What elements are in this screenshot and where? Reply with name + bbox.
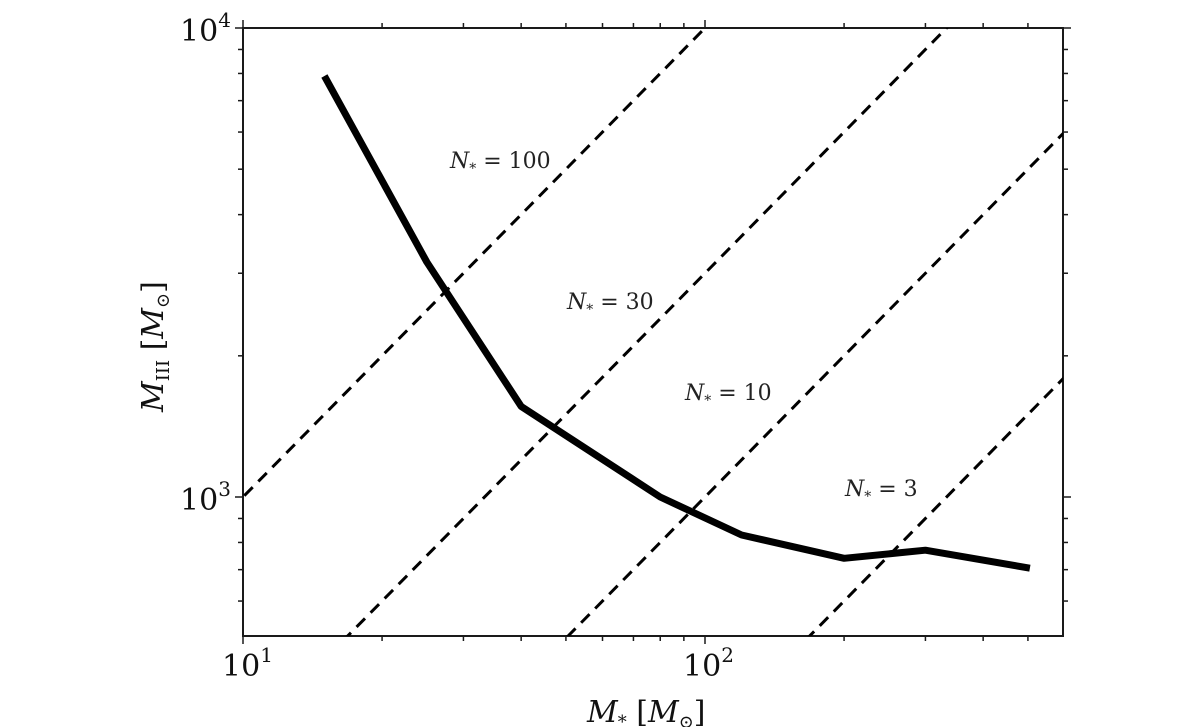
x-tick-label-10: 101 bbox=[222, 643, 273, 684]
annotation-n3: N* = 3 bbox=[844, 477, 918, 505]
x-axis-ticks bbox=[242, 20, 1029, 644]
dashed-line-n3 bbox=[807, 376, 1063, 636]
x-axis-label: M* [M⊙] bbox=[586, 695, 706, 727]
x-tick-label-100: 102 bbox=[683, 643, 734, 684]
annotation-n100: N* = 100 bbox=[449, 149, 551, 177]
dashed-line-n100 bbox=[243, 28, 708, 500]
plot-area bbox=[242, 27, 1064, 637]
y-axis-ticks bbox=[235, 27, 1071, 602]
y-tick-label-10000: 104 bbox=[180, 8, 231, 49]
y-axis-label: MIII [M⊙] bbox=[136, 281, 174, 413]
y-tick-label-1000: 103 bbox=[180, 477, 231, 518]
annotation-n30: N* = 30 bbox=[566, 290, 654, 318]
plot-frame bbox=[242, 27, 1064, 637]
y-tick-labels: 103 104 bbox=[180, 8, 231, 518]
dashed-line-n10 bbox=[565, 131, 1063, 636]
reference-lines bbox=[243, 28, 1063, 636]
data-curve bbox=[321, 74, 1031, 572]
x-tick-labels: 101 102 bbox=[222, 643, 734, 684]
dashed-line-n30 bbox=[345, 28, 949, 636]
annotation-n10: N* = 10 bbox=[684, 381, 772, 409]
